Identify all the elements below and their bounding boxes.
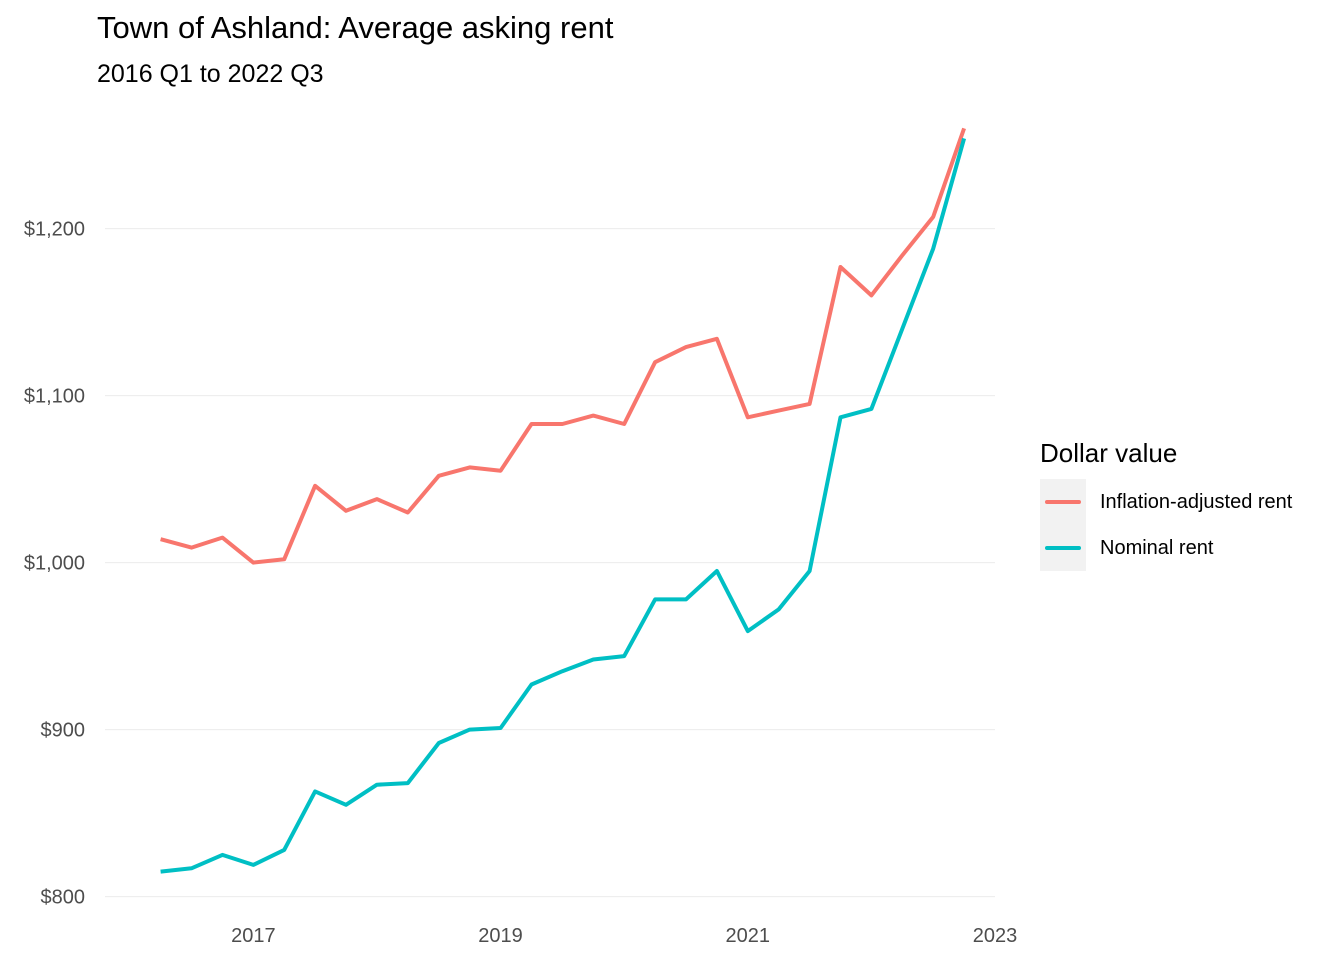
gridlines [105, 228, 995, 898]
x-tick-label: 2021 [726, 925, 771, 947]
x-tick-label: 2019 [478, 925, 523, 947]
legend-item-nominal: Nominal rent [1040, 525, 1292, 571]
y-tick-label: $900 [41, 720, 86, 742]
series-lines [160, 127, 967, 874]
legend: Dollar value Inflation-adjusted rent Nom… [1040, 438, 1292, 571]
x-tick-label: 2023 [973, 925, 1018, 947]
x-axis-ticks: 2017 2019 2021 2023 [231, 925, 1017, 947]
legend-label-nominal: Nominal rent [1100, 536, 1214, 559]
series-line-nominal [160, 137, 967, 874]
y-tick-label: $1,100 [24, 386, 85, 408]
chart-subtitle: 2016 Q1 to 2022 Q3 [97, 60, 324, 88]
y-tick-label: $800 [41, 887, 86, 909]
y-tick-label: $1,000 [24, 553, 85, 575]
y-tick-label: $1,200 [24, 219, 85, 241]
legend-item-inflation-adjusted: Inflation-adjusted rent [1040, 479, 1292, 525]
series-line-inflation-adjusted [160, 127, 966, 565]
x-tick-label: 2017 [231, 925, 276, 947]
chart-title: Town of Ashland: Average asking rent [97, 10, 614, 45]
legend-label-inflation-adjusted: Inflation-adjusted rent [1100, 490, 1293, 513]
y-axis-ticks: $800 $900 $1,000 $1,100 $1,200 [24, 219, 85, 909]
legend-key-nominal [1040, 525, 1086, 571]
legend-title: Dollar value [1040, 438, 1178, 468]
legend-key-inflation-adjusted [1040, 479, 1086, 525]
